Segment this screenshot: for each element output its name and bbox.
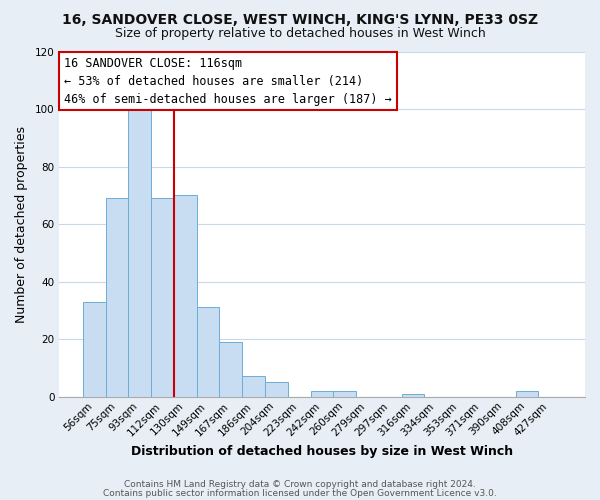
Text: Size of property relative to detached houses in West Winch: Size of property relative to detached ho… xyxy=(115,28,485,40)
Bar xyxy=(174,196,197,396)
Bar xyxy=(128,109,151,397)
Bar xyxy=(151,198,174,396)
Bar xyxy=(334,391,356,396)
Bar xyxy=(265,382,288,396)
Text: Contains public sector information licensed under the Open Government Licence v3: Contains public sector information licen… xyxy=(103,488,497,498)
Bar xyxy=(515,391,538,396)
Text: 16, SANDOVER CLOSE, WEST WINCH, KING'S LYNN, PE33 0SZ: 16, SANDOVER CLOSE, WEST WINCH, KING'S L… xyxy=(62,12,538,26)
Bar xyxy=(401,394,424,396)
Bar xyxy=(83,302,106,396)
X-axis label: Distribution of detached houses by size in West Winch: Distribution of detached houses by size … xyxy=(131,444,513,458)
Text: Contains HM Land Registry data © Crown copyright and database right 2024.: Contains HM Land Registry data © Crown c… xyxy=(124,480,476,489)
Bar xyxy=(220,342,242,396)
Bar xyxy=(242,376,265,396)
Bar xyxy=(311,391,334,396)
Bar xyxy=(106,198,128,396)
Bar xyxy=(197,308,220,396)
Y-axis label: Number of detached properties: Number of detached properties xyxy=(15,126,28,322)
Text: 16 SANDOVER CLOSE: 116sqm
← 53% of detached houses are smaller (214)
46% of semi: 16 SANDOVER CLOSE: 116sqm ← 53% of detac… xyxy=(64,56,392,106)
